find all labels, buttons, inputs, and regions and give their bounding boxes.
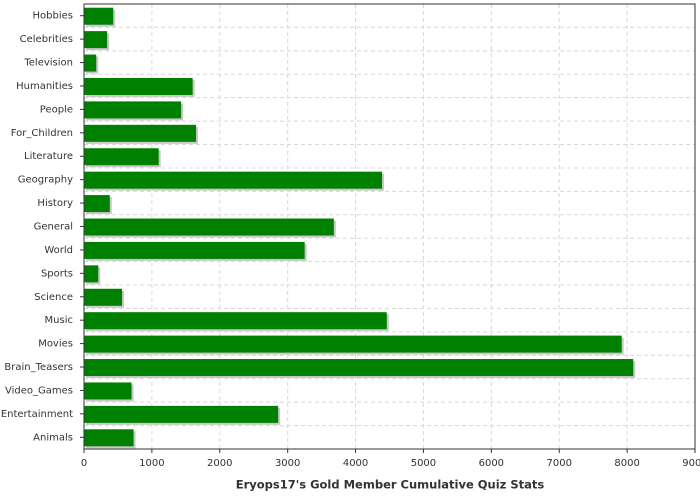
y-tick-label: General (34, 222, 73, 233)
y-tick-label: Celebrities (20, 34, 73, 45)
y-tick-label: Animals (33, 432, 73, 443)
y-tick-label: Literature (24, 151, 73, 162)
bar (84, 335, 622, 353)
bar (84, 31, 108, 49)
bar (84, 359, 634, 377)
bar (84, 171, 383, 189)
y-tick-label: World (44, 245, 73, 256)
x-tick-label: 1000 (139, 458, 164, 469)
x-tick-label: 9000 (682, 458, 700, 469)
y-tick-label: Television (23, 58, 73, 69)
bar (84, 195, 110, 213)
bar (84, 241, 305, 259)
bar (84, 312, 387, 330)
bar (84, 265, 99, 283)
y-tick-label: Brain_Teasers (4, 362, 73, 373)
y-tick-label: For_Children (11, 128, 73, 139)
y-tick-label: Video_Games (5, 385, 73, 396)
x-tick-label: 5000 (411, 458, 436, 469)
bar (84, 148, 159, 166)
bar (84, 124, 197, 142)
x-tick-label: 2000 (207, 458, 232, 469)
bar (84, 405, 279, 423)
bar (84, 54, 97, 72)
bar (84, 101, 182, 119)
x-tick-label: 8000 (614, 458, 639, 469)
bar (84, 218, 334, 236)
y-tick-label: Entertainment (1, 409, 73, 420)
y-tick-label: Science (34, 292, 73, 303)
y-tick-label: Music (45, 315, 73, 326)
x-tick-label: 4000 (343, 458, 368, 469)
y-tick-label: People (40, 104, 73, 115)
bar (84, 77, 193, 95)
x-tick-label: 3000 (275, 458, 300, 469)
plot-frame (83, 3, 696, 450)
bar (84, 382, 132, 400)
bar (84, 7, 114, 25)
y-tick-label: History (37, 198, 73, 209)
bar (84, 429, 134, 447)
x-tick-label: 0 (81, 458, 87, 469)
y-tick-label: Sports (41, 268, 73, 279)
y-tick-label: Hobbies (33, 11, 73, 22)
y-tick-label: Humanities (16, 81, 73, 92)
y-tick-label: Geography (18, 175, 73, 186)
y-tick-label: Movies (38, 339, 73, 350)
bar (84, 288, 123, 306)
chart-title: Eryops17's Gold Member Cumulative Quiz S… (236, 478, 545, 492)
x-tick-label: 7000 (546, 458, 571, 469)
x-tick-label: 6000 (479, 458, 504, 469)
